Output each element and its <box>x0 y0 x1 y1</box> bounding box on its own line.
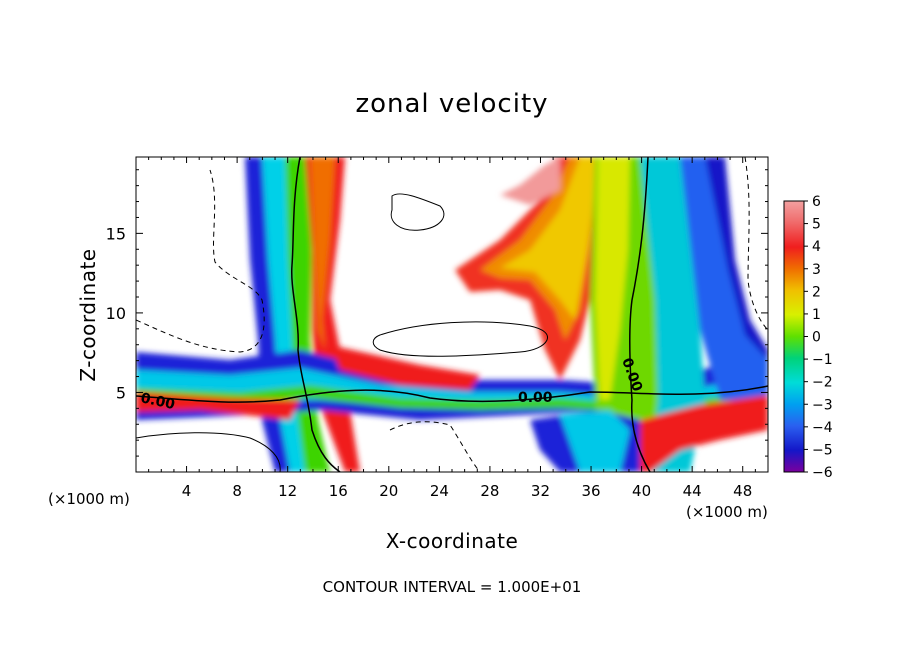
colorbar-ticks: 6 5 4 3 2 1 0 −1 −2 −3 −4 −5 −6 <box>804 194 833 481</box>
colorbar <box>783 200 805 473</box>
contour-zero-left <box>290 157 341 472</box>
colorbar-tick-label: −3 <box>812 397 833 413</box>
colorbar-tick-label: 1 <box>812 307 821 323</box>
x-tick-label: 20 <box>379 482 398 500</box>
y-axis-title: Z-coordinate <box>76 248 100 381</box>
contour-closed-upper <box>390 193 445 231</box>
y-tick-label: 15 <box>106 224 126 243</box>
left-plume-orange <box>310 157 335 350</box>
right-col-darkblue <box>705 157 768 360</box>
x-tick-label: 28 <box>480 482 499 500</box>
colorbar-tick-label: −4 <box>812 420 833 436</box>
y-axis-ticks: 5 10 15 <box>106 169 768 457</box>
contour-label-mid: 0.00 <box>518 390 553 406</box>
colorbar-tick-label: −6 <box>812 465 833 481</box>
colorbar-tick-label: 6 <box>812 194 821 210</box>
contour-interval-note: CONTOUR INTERVAL = 1.000E+01 <box>323 578 582 596</box>
chart-title: zonal velocity <box>355 89 548 119</box>
contour-zero-band <box>136 385 768 403</box>
contour-dash-lower <box>389 421 481 472</box>
right-col-yellow <box>595 157 630 400</box>
x-tick-label: 32 <box>531 482 550 500</box>
center-lower-cyan <box>560 410 630 472</box>
colorbar-tick-label: 3 <box>812 262 821 278</box>
x-tick-label: 36 <box>581 482 600 500</box>
x-tick-label: 8 <box>232 482 242 500</box>
x-axis-title: X-coordinate <box>386 529 519 553</box>
contour-dash-left <box>136 169 265 353</box>
colorbar-tick-label: −2 <box>812 375 833 391</box>
colorbar-tick-label: −5 <box>812 442 833 458</box>
colorbar-tick-label: 5 <box>812 217 821 233</box>
arch-yellow <box>500 157 598 320</box>
x-tick-label: 24 <box>430 482 449 500</box>
colorbar-tick-label: 2 <box>812 284 821 300</box>
x-unit-label-right: (×1000 m) <box>686 503 768 521</box>
colorbar-tick-label: −1 <box>812 352 833 368</box>
y-tick-label: 10 <box>106 304 126 323</box>
right-col-cyan <box>640 157 705 472</box>
x-tick-label: 48 <box>733 482 752 500</box>
x-unit-label-left: (×1000 m) <box>48 490 130 508</box>
x-tick-label: 44 <box>683 482 702 500</box>
heatmap-field: 0.00 0.00 0.00 <box>136 157 768 472</box>
x-tick-label: 4 <box>182 482 192 500</box>
contour-closed-center <box>372 321 548 357</box>
contour-label-left: 0.00 <box>139 390 176 413</box>
y-tick-label: 5 <box>116 383 126 402</box>
contour-lower-left <box>136 432 281 472</box>
x-tick-label: 12 <box>278 482 297 500</box>
band-red-upper-mid <box>330 345 480 390</box>
right-lower-red <box>636 395 768 472</box>
x-tick-label: 16 <box>329 482 348 500</box>
colorbar-tick-label: 4 <box>812 239 821 255</box>
x-axis-ticks: 4 8 12 16 20 24 28 32 36 40 44 48 <box>148 157 756 500</box>
colorbar-tick-label: 0 <box>812 330 821 346</box>
x-tick-label: 40 <box>632 482 651 500</box>
right-col-blue <box>680 157 768 400</box>
contour-zero-right <box>628 157 651 472</box>
arch-pink <box>500 157 560 205</box>
contour-dash-right <box>744 157 768 331</box>
